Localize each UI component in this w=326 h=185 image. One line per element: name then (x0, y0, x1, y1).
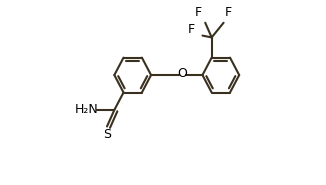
Text: F: F (195, 6, 202, 19)
Text: O: O (178, 67, 187, 80)
Text: F: F (225, 6, 232, 19)
Text: S: S (103, 128, 111, 141)
Text: H₂N: H₂N (75, 103, 99, 116)
Text: F: F (188, 23, 195, 36)
